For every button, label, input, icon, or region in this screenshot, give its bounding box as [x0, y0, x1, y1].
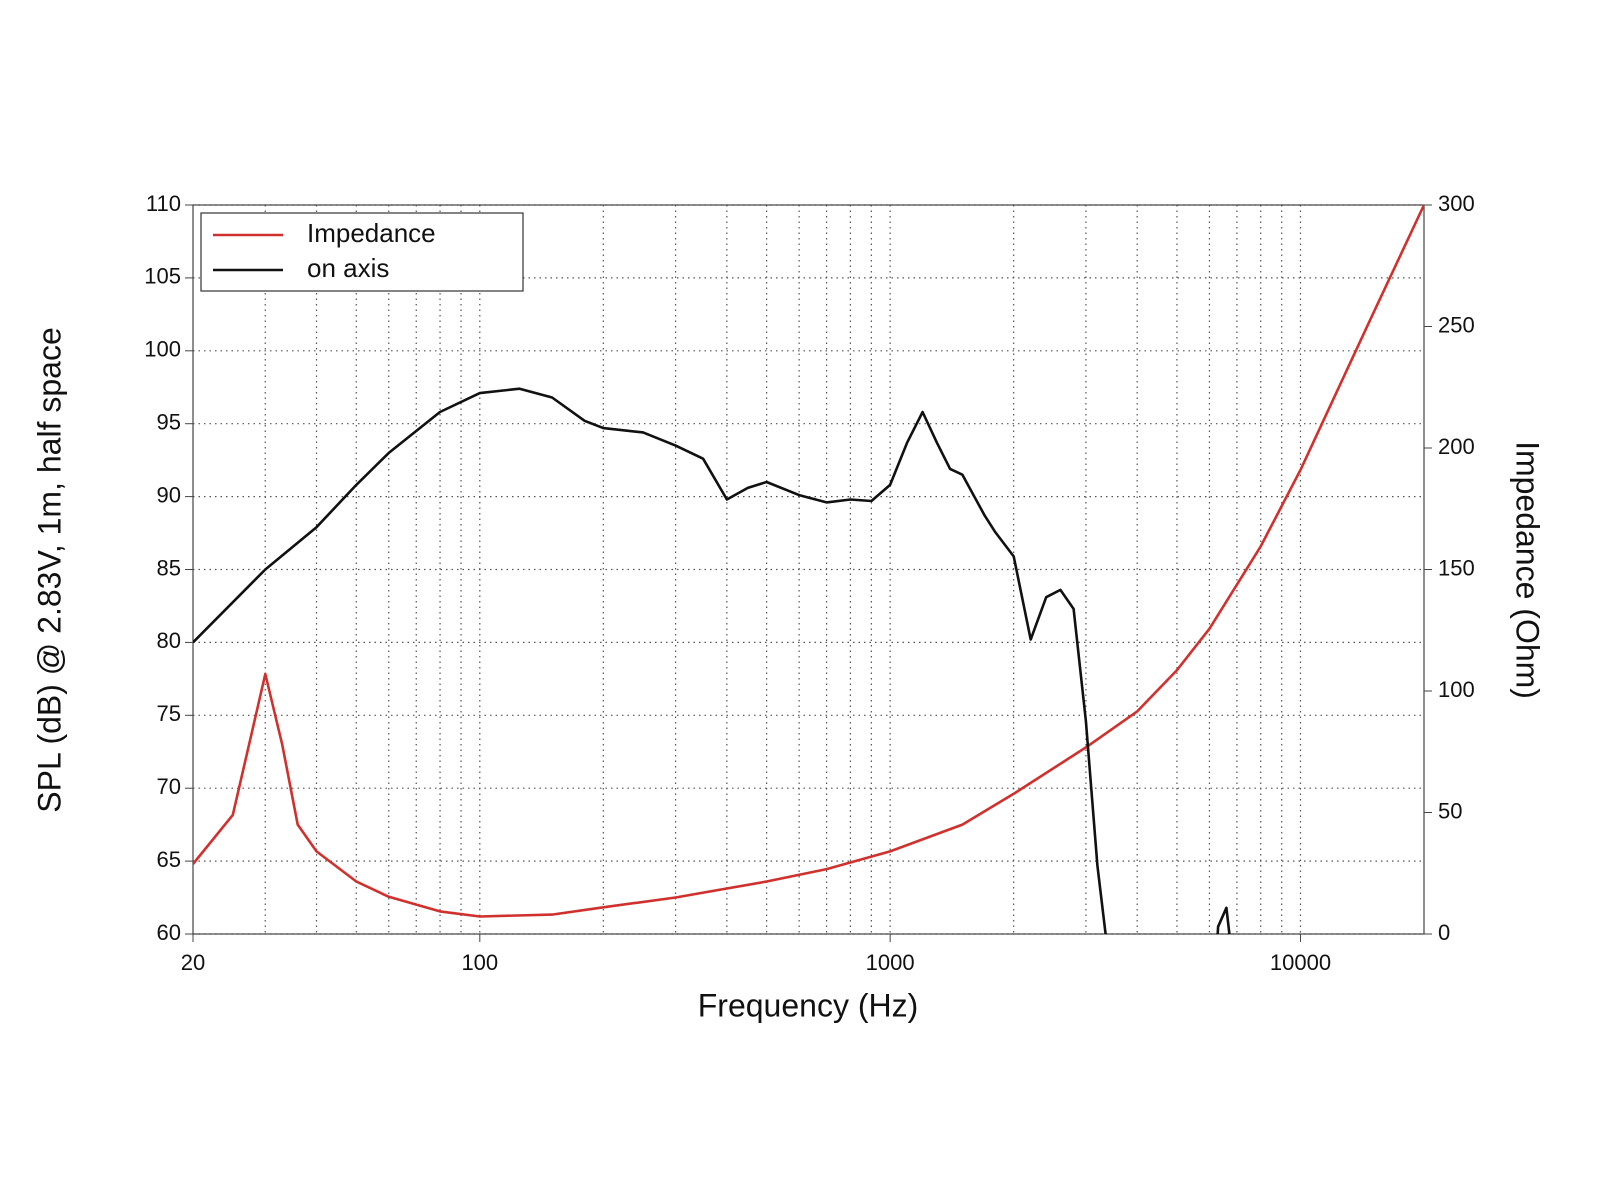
y-tick-label: 85 [157, 555, 181, 580]
y2-tick-label: 0 [1438, 920, 1450, 945]
x-tick-label: 1000 [866, 950, 915, 975]
plot-frame [192, 204, 1425, 935]
y-tick-label: 80 [157, 628, 181, 653]
y2-tick-label: 300 [1438, 191, 1475, 216]
y-tick-label: 100 [144, 337, 181, 362]
y-tick-label: 105 [144, 264, 181, 289]
y-tick-label: 70 [157, 774, 181, 799]
x-axis-title: Frequency (Hz) [698, 987, 919, 1023]
y2-axis-title: Impedance (Ohm) [1510, 441, 1546, 699]
y-tick-label: 60 [157, 920, 181, 945]
data-line [193, 205, 1424, 918]
x-tick-label: 20 [181, 950, 205, 975]
y-axis-title: SPL (dB) @ 2.83V, 1m, half space [31, 327, 67, 812]
y-tick-label: 75 [157, 701, 181, 726]
y2-tick-label: 200 [1438, 434, 1475, 459]
plot-area [193, 205, 1424, 934]
x-tick-label: 10000 [1270, 950, 1331, 975]
y-tick-label: 110 [146, 191, 181, 216]
x-tick-label: 100 [461, 950, 498, 975]
y-tick-label: 90 [157, 482, 181, 507]
legend-label: Impedance [307, 218, 436, 248]
y2-tick-label: 100 [1438, 677, 1475, 702]
y2-tick-label: 50 [1438, 798, 1462, 823]
legend-box [200, 212, 524, 292]
y-tick-label: 95 [157, 410, 181, 435]
y2-tick-label: 250 [1438, 312, 1475, 337]
legend-label: on axis [307, 253, 389, 283]
y2-tick-label: 150 [1438, 555, 1475, 580]
y-tick-label: 65 [157, 847, 181, 872]
data-line [193, 387, 1231, 934]
